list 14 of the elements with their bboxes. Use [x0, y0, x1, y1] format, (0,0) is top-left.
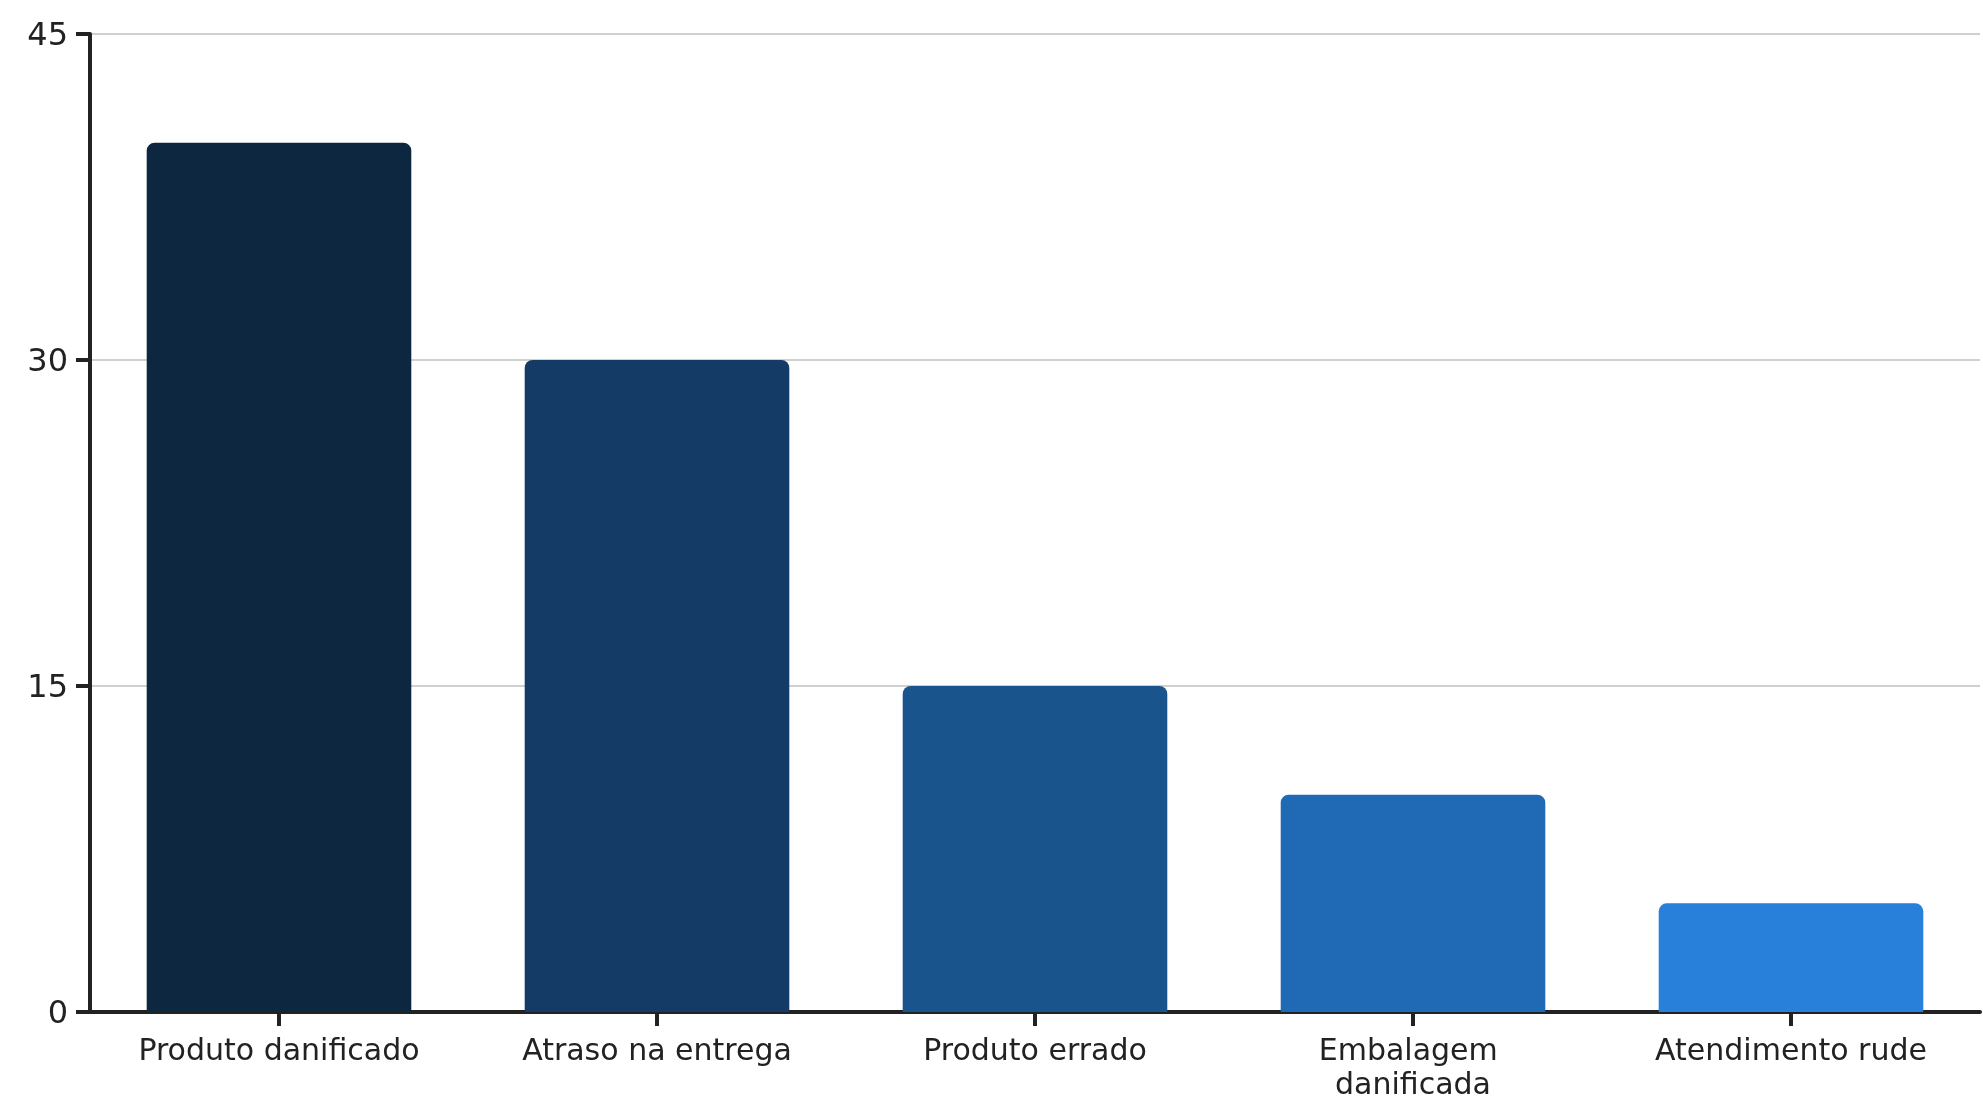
bar — [1280, 794, 1546, 1012]
bar — [146, 142, 412, 1012]
x-tick-label: Produto errado — [923, 1031, 1147, 1067]
x-tick-label: Atendimento rude — [1655, 1031, 1927, 1067]
bar — [902, 686, 1168, 1012]
bar — [1658, 903, 1924, 1012]
y-tick-label: 15 — [27, 667, 68, 705]
y-tick-label: 30 — [27, 341, 68, 379]
x-tick-label: Atraso na entrega — [522, 1031, 792, 1067]
x-tick-label: Embalagem danificada — [1318, 1031, 1508, 1101]
x-tick-label: Produto danificado — [138, 1031, 420, 1067]
y-tick-label: 0 — [47, 993, 68, 1031]
y-tick-label: 45 — [27, 15, 68, 53]
bar — [524, 360, 790, 1012]
